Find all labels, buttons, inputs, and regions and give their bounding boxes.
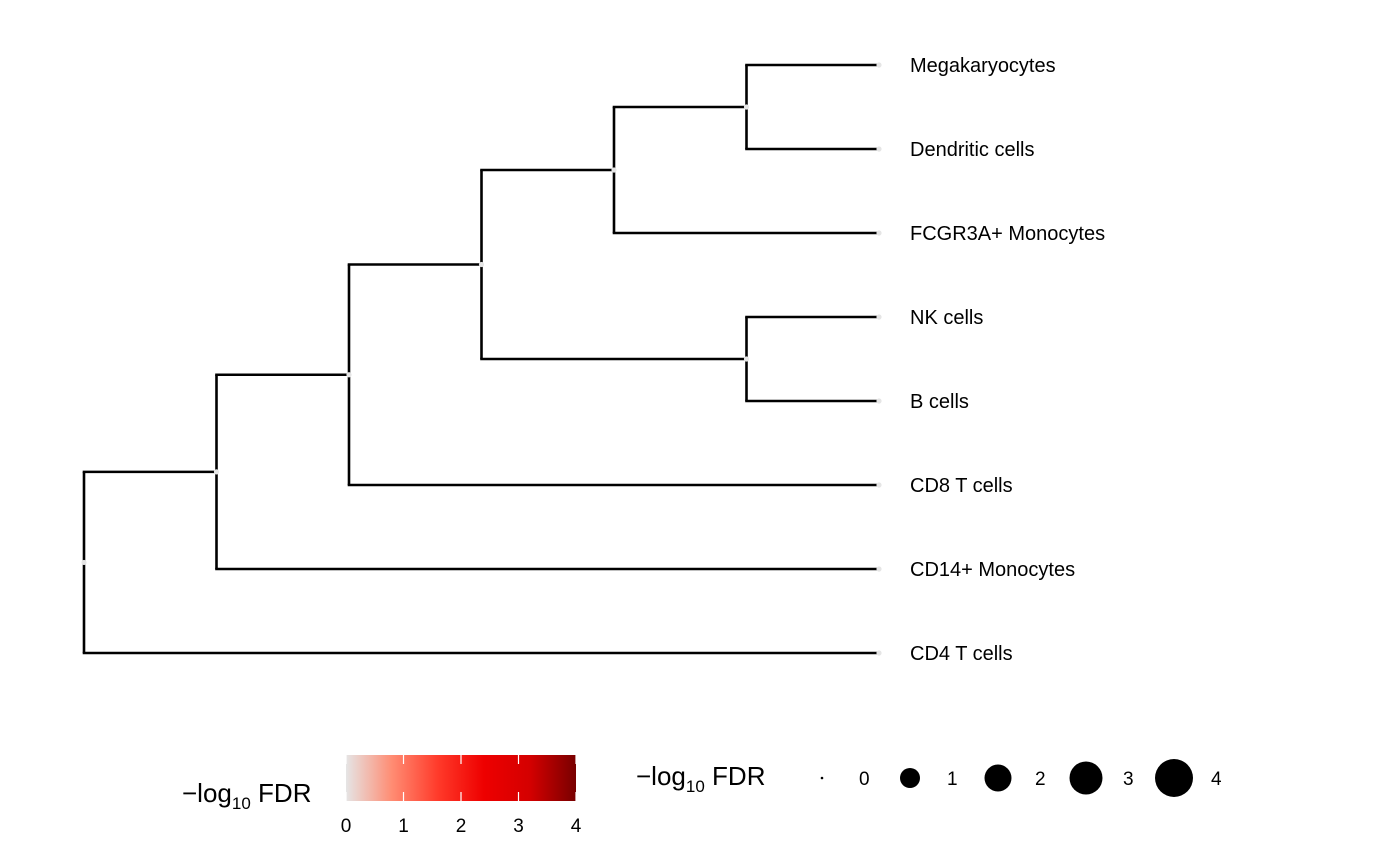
size-legend-label: 4 xyxy=(1211,769,1222,790)
size-legend-label: 0 xyxy=(859,769,870,790)
size-legend-label: 3 xyxy=(1123,769,1134,790)
tip-point xyxy=(876,566,882,572)
internal-node-point xyxy=(213,469,220,475)
color-legend-title: −log10 FDR xyxy=(182,778,311,813)
size-legend-label: 1 xyxy=(947,769,958,790)
internal-node-point xyxy=(743,356,750,362)
size-legend-label: 2 xyxy=(1035,769,1046,790)
size-legend: −log10 FDR 0 1 2 3 4 xyxy=(636,759,1222,797)
size-legend-point xyxy=(1155,759,1193,797)
tip-label: CD14+ Monocytes xyxy=(910,559,1075,581)
tree-edges xyxy=(82,63,879,655)
tip-point xyxy=(876,650,882,656)
size-legend-point xyxy=(820,776,824,780)
tip-point xyxy=(876,146,882,152)
node-points xyxy=(81,62,882,656)
color-bar-tick-label: 3 xyxy=(513,816,524,837)
internal-node-point xyxy=(743,104,750,110)
color-bar-tick-label: 2 xyxy=(456,816,467,837)
tip-label: FCGR3A+ Monocytes xyxy=(910,223,1105,245)
tip-label: CD8 T cells xyxy=(910,475,1013,497)
tip-point xyxy=(876,62,882,68)
internal-node-point xyxy=(346,372,352,378)
internal-node-point xyxy=(611,167,617,173)
color-bar-tick-label: 4 xyxy=(571,816,582,837)
color-bar-tick-label: 1 xyxy=(398,816,409,837)
tip-point xyxy=(876,230,882,236)
tip-label: Megakaryocytes xyxy=(910,55,1056,77)
color-bar-ticks: 0 1 2 3 4 xyxy=(341,755,582,837)
size-legend-point xyxy=(1069,761,1103,795)
tip-label: CD4 T cells xyxy=(910,643,1013,665)
tip-point xyxy=(876,398,882,404)
size-legend-point xyxy=(900,768,920,788)
internal-node-point xyxy=(478,261,485,268)
size-legend-keys: 0 1 2 3 4 xyxy=(820,759,1222,797)
tip-label: B cells xyxy=(910,391,969,413)
size-legend-title: −log10 FDR xyxy=(636,761,765,796)
size-legend-point xyxy=(984,764,1012,792)
internal-node-point xyxy=(81,559,87,566)
tip-point xyxy=(876,314,882,320)
tip-point xyxy=(876,482,882,488)
tip-labels: Megakaryocytes Dendritic cells FCGR3A+ Mon… xyxy=(910,55,1105,665)
color-bar-tick-label: 0 xyxy=(341,816,352,837)
tip-label: Dendritic cells xyxy=(910,139,1034,161)
tip-label: NK cells xyxy=(910,307,983,329)
color-legend: −log10 FDR 0 1 2 3 4 xyxy=(182,755,582,837)
